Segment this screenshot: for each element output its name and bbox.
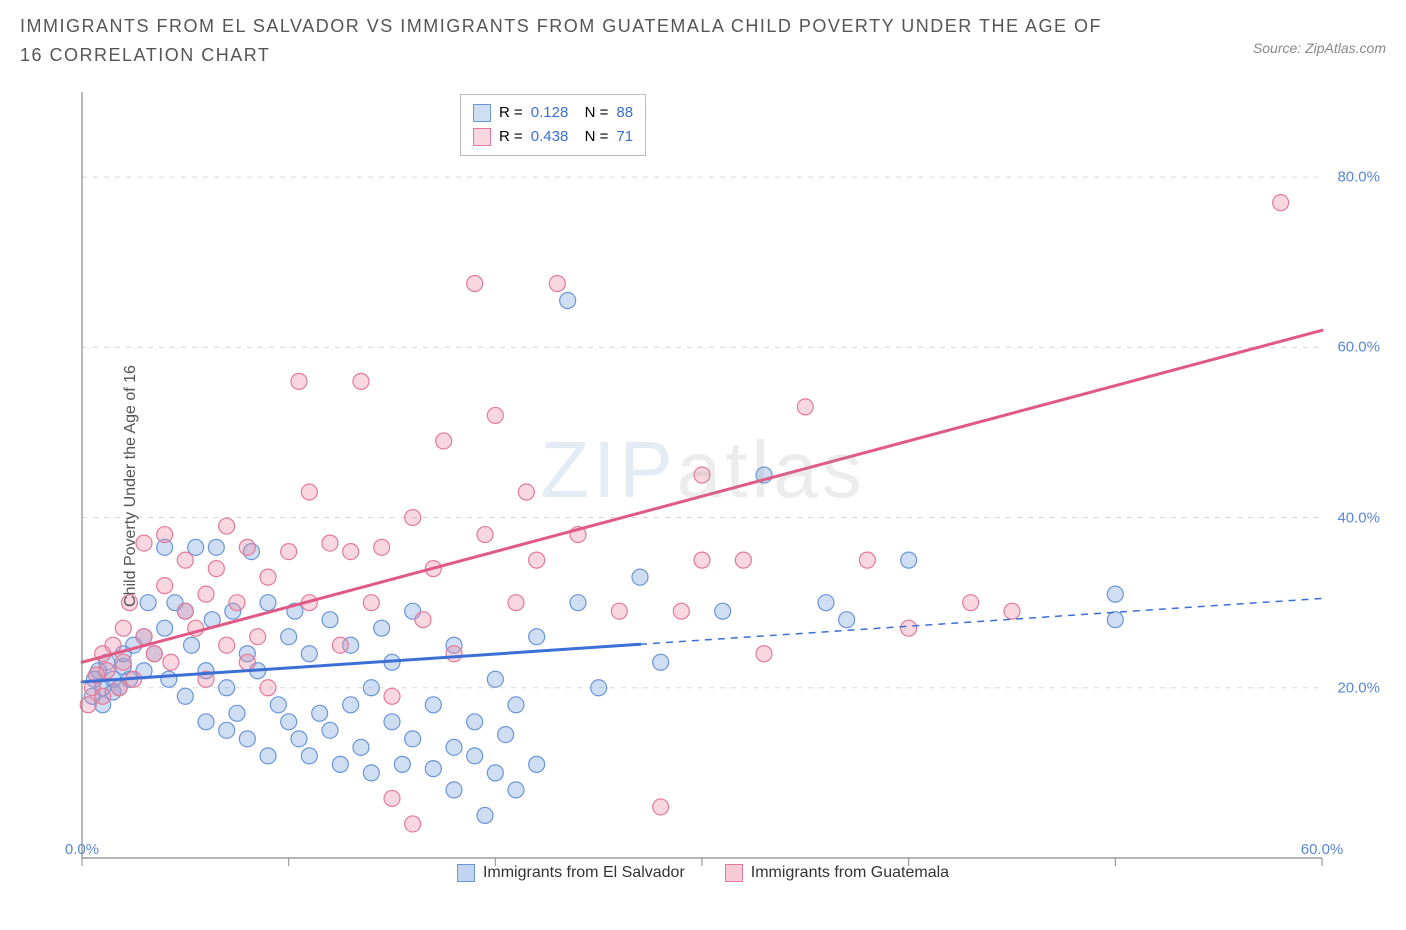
x-tick-label: 0.0% [65,841,99,858]
stats-r-label: R = [499,101,523,125]
stats-n-label: N = [576,101,608,125]
series-swatch [725,864,743,882]
y-tick-label: 80.0% [1337,169,1380,186]
stats-n-label: N = [576,125,608,149]
stats-n-value: 71 [616,125,633,149]
legend-item: Immigrants from Guatemala [725,864,949,882]
x-tick-label: 60.0% [1301,841,1344,858]
chart-area: Child Poverty Under the Age of 16 ZIPatl… [20,86,1386,886]
stats-r-label: R = [499,125,523,149]
chart-title: IMMIGRANTS FROM EL SALVADOR VS IMMIGRANT… [20,12,1120,70]
series-swatch [457,864,475,882]
legend-label: Immigrants from Guatemala [751,864,949,882]
scatter-plot [20,86,1386,886]
stats-n-value: 88 [616,101,633,125]
stats-legend-box: R = 0.128 N = 88 R = 0.438 N = 71 [460,94,646,156]
stats-row: R = 0.128 N = 88 [473,101,633,125]
stats-r-value: 0.438 [531,125,569,149]
source-credit: Source: ZipAtlas.com [1253,40,1386,56]
y-tick-label: 40.0% [1337,509,1380,526]
legend-label: Immigrants from El Salvador [483,864,685,882]
y-tick-label: 20.0% [1337,679,1380,696]
series-swatch [473,104,491,122]
y-tick-label: 60.0% [1337,339,1380,356]
stats-row: R = 0.438 N = 71 [473,125,633,149]
bottom-legend: Immigrants from El Salvador Immigrants fr… [20,864,1386,882]
series-swatch [473,128,491,146]
stats-r-value: 0.128 [531,101,569,125]
legend-item: Immigrants from El Salvador [457,864,685,882]
y-axis-label: Child Poverty Under the Age of 16 [122,365,140,607]
